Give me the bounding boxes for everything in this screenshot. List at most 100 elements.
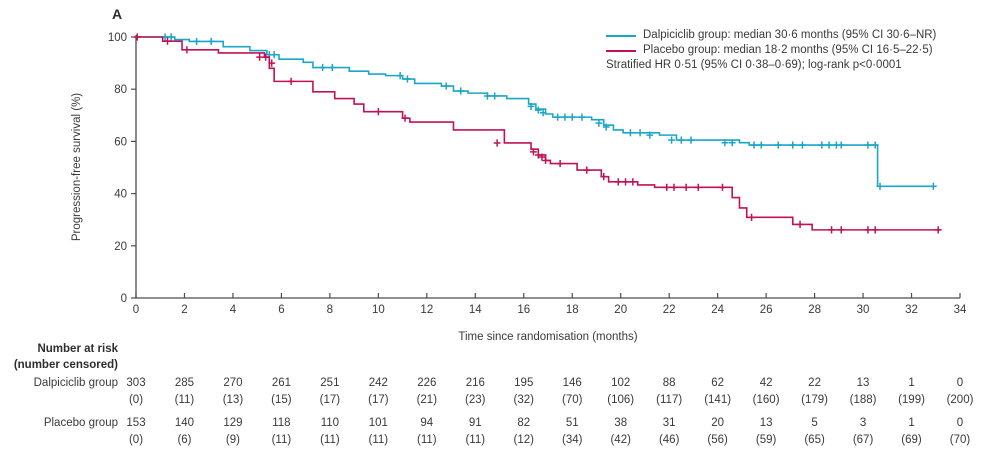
censored-cell: (70) [562, 394, 583, 406]
risk-row-label-dalpiciclib: Dalpiciclib group [33, 377, 118, 389]
censored-cell: (34) [562, 434, 583, 446]
at-risk-cell: 242 [368, 377, 388, 389]
y-tick-label: 100 [108, 32, 127, 44]
at-risk-cell: 51 [565, 417, 579, 429]
at-risk-cell: 0 [956, 417, 964, 429]
censored-cell: (11) [271, 434, 292, 446]
censored-cell: (6) [177, 434, 192, 446]
censored-cell: (15) [271, 394, 292, 406]
at-risk-cell: 303 [126, 377, 146, 389]
at-risk-cell: 110 [320, 417, 340, 429]
at-risk-cell: 146 [562, 377, 582, 389]
legend-label-placebo: Placebo group: median 18·2 months (95% C… [643, 44, 933, 56]
censored-cell: (11) [174, 394, 195, 406]
dalpiciclib-line-swatch [606, 34, 636, 37]
y-tick-label: 0 [121, 293, 127, 305]
censored-cell: (13) [222, 394, 244, 406]
x-tick-label: 8 [327, 304, 333, 316]
x-tick-label: 32 [905, 304, 918, 316]
at-risk-cell: 82 [517, 417, 531, 429]
censored-cell: (179) [801, 394, 829, 406]
x-tick-label: 6 [278, 304, 284, 316]
censor-marks-dalpiciclib-group [161, 33, 937, 190]
x-tick-label: 34 [954, 304, 967, 316]
censor-marks-placebo-group [133, 33, 942, 234]
censored-cell: (200) [946, 394, 974, 406]
at-risk-cell: 0 [956, 377, 964, 389]
censored-cell: (46) [658, 434, 680, 446]
censored-cell: (199) [898, 394, 925, 406]
at-risk-cell: 22 [808, 377, 821, 389]
censored-cell: (59) [755, 434, 777, 446]
x-tick-label: 26 [760, 304, 773, 316]
survival-curves [133, 33, 942, 234]
at-risk-cell: 216 [465, 377, 485, 389]
legend-label-dalpiciclib: Dalpiciclib group: median 30·6 months (9… [643, 29, 937, 41]
panel-label: A [112, 6, 123, 22]
censored-cell: (11) [417, 434, 437, 446]
censored-cell: (141) [704, 394, 732, 406]
censored-cell: (17) [319, 394, 341, 406]
x-tick-label: 20 [614, 304, 627, 316]
x-tick-label: 24 [711, 304, 724, 316]
at-risk-cell: 5 [811, 417, 818, 429]
x-tick-label: 12 [420, 304, 433, 316]
censored-cell: (70) [949, 434, 971, 446]
x-tick-label: 30 [857, 304, 870, 316]
censored-cell: (12) [513, 434, 534, 446]
at-risk-cell: 118 [272, 417, 291, 429]
at-risk-cell: 285 [174, 377, 195, 389]
at-risk-cell: 91 [468, 417, 482, 429]
censored-cell: (42) [610, 434, 631, 446]
x-tick-label: 28 [808, 304, 821, 316]
censored-cell: (188) [849, 394, 877, 406]
censored-cell: (9) [225, 434, 240, 446]
x-tick-label: 0 [133, 304, 139, 316]
y-tick-label: 80 [114, 84, 127, 96]
legend-entry-placebo: Placebo group: median 18·2 months (95% C… [606, 43, 936, 58]
censored-cell: (23) [465, 394, 486, 406]
at-risk-cell: 261 [271, 377, 291, 389]
x-tick-label: 16 [517, 304, 530, 316]
at-risk-cell: 1 [908, 377, 915, 389]
at-risk-cell: 153 [126, 417, 146, 429]
x-tick-label: 2 [181, 304, 187, 316]
risk-table-header-1: Number at risk [37, 343, 118, 355]
legend: Dalpiciclib group: median 30·6 months (9… [606, 28, 936, 73]
censored-cell: (11) [320, 434, 340, 446]
at-risk-cell: 101 [368, 417, 388, 429]
legend-entry-dalpiciclib: Dalpiciclib group: median 30·6 months (9… [606, 28, 936, 43]
censored-cell: (32) [513, 394, 534, 406]
x-tick-label: 18 [566, 304, 579, 316]
censored-cell: (160) [752, 394, 780, 406]
censored-cell: (17) [368, 394, 389, 406]
x-tick-label: 14 [469, 304, 482, 316]
at-risk-cell: 13 [856, 377, 870, 389]
censored-cell: (0) [128, 434, 144, 446]
censored-cell: (0) [128, 394, 144, 406]
at-risk-cell: 62 [711, 377, 725, 389]
at-risk-cell: 13 [759, 417, 773, 429]
censored-cell: (69) [901, 434, 922, 446]
x-axis-title: Time since randomisation (months) [458, 331, 637, 343]
placebo-line-swatch [606, 49, 636, 52]
at-risk-cell: 129 [223, 417, 243, 429]
risk-row-label-placebo: Placebo group [43, 417, 118, 429]
at-risk-cell: 38 [614, 417, 628, 429]
y-tick-label: 40 [114, 189, 127, 201]
risk-table-header-2: (number censored) [13, 359, 118, 371]
censored-cell: (106) [607, 394, 635, 406]
at-risk-cell: 31 [662, 417, 676, 429]
at-risk-cell: 20 [711, 417, 725, 429]
x-tick-label: 22 [663, 304, 676, 316]
y-tick-label: 20 [114, 241, 127, 253]
censored-cell: (117) [656, 394, 683, 406]
censored-cell: (11) [465, 434, 486, 446]
at-risk-cell: 102 [611, 377, 631, 389]
x-tick-label: 4 [230, 304, 237, 316]
censored-cell: (21) [416, 394, 438, 406]
